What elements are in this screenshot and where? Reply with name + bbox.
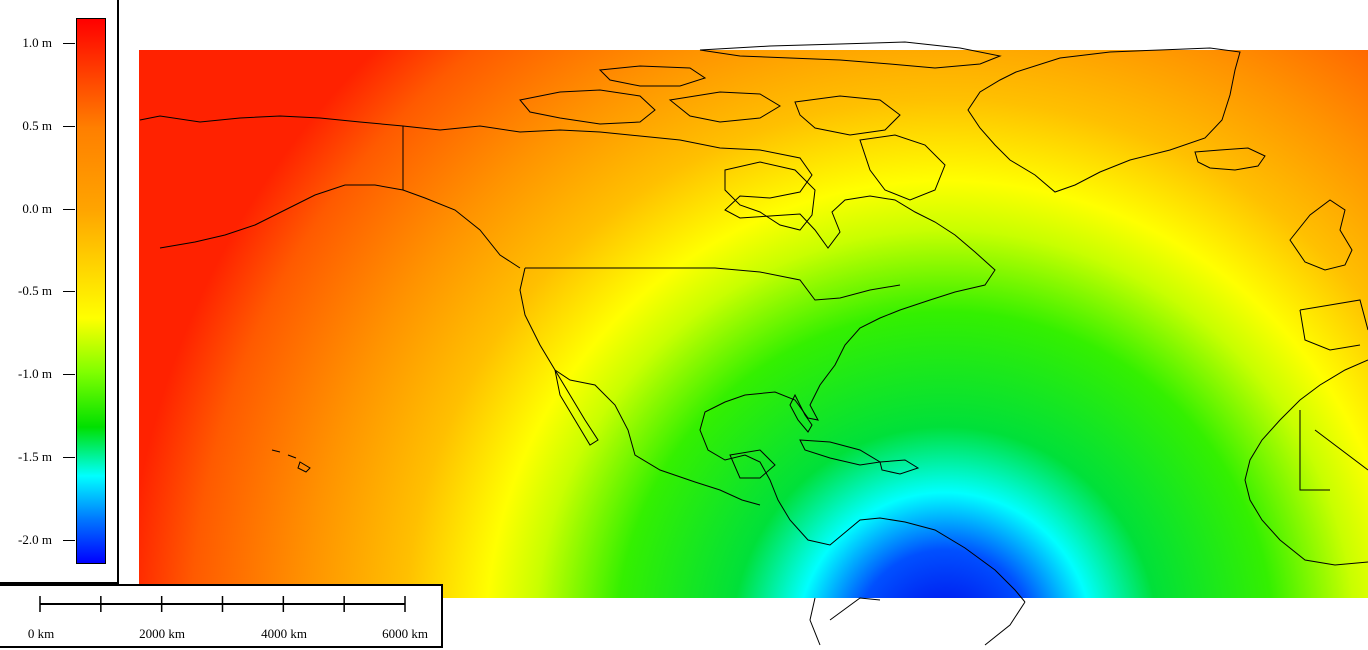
legend-tick-label: 1.0 m: [22, 35, 52, 50]
legend-tick-label: 0.0 m: [22, 200, 52, 216]
legend-tick-label: -1.0 m: [18, 366, 52, 382]
colorbar: [76, 18, 106, 564]
scale-label-4000: 4000 km: [261, 626, 307, 641]
coastlines: [139, 41, 1368, 646]
legend-tick-mark: [63, 208, 75, 210]
scale-bar-panel: 0 km 2000 km 4000 km 6000 km: [0, 584, 443, 648]
scale-label-2000: 2000 km: [139, 626, 185, 641]
legend-tick-label: -0.5 m: [18, 283, 52, 299]
legend-tick-mark: [63, 291, 75, 293]
legend-tick-mark: [63, 43, 75, 44]
legend-tick-mark: [63, 374, 75, 376]
legend-tick-mark: [63, 457, 75, 458]
scale-label-6000: 6000 km: [382, 626, 428, 641]
legend-tick-mark: [63, 539, 75, 541]
legend-tick-label: -1.5 m: [18, 449, 52, 464]
legend-tick-label: -2.0 m: [18, 531, 52, 547]
height-field: [139, 50, 1368, 598]
legend-tick-mark: [63, 125, 75, 127]
scale-label-0: 0 km: [27, 626, 55, 641]
color-legend: 1.0 m 0.5 m 0.0 m -0.5 m -1.0 m -1.5 m -2.0 m: [0, 0, 119, 584]
legend-tick-label: 0.5 m: [22, 117, 52, 133]
scale-bar: [39, 596, 406, 612]
